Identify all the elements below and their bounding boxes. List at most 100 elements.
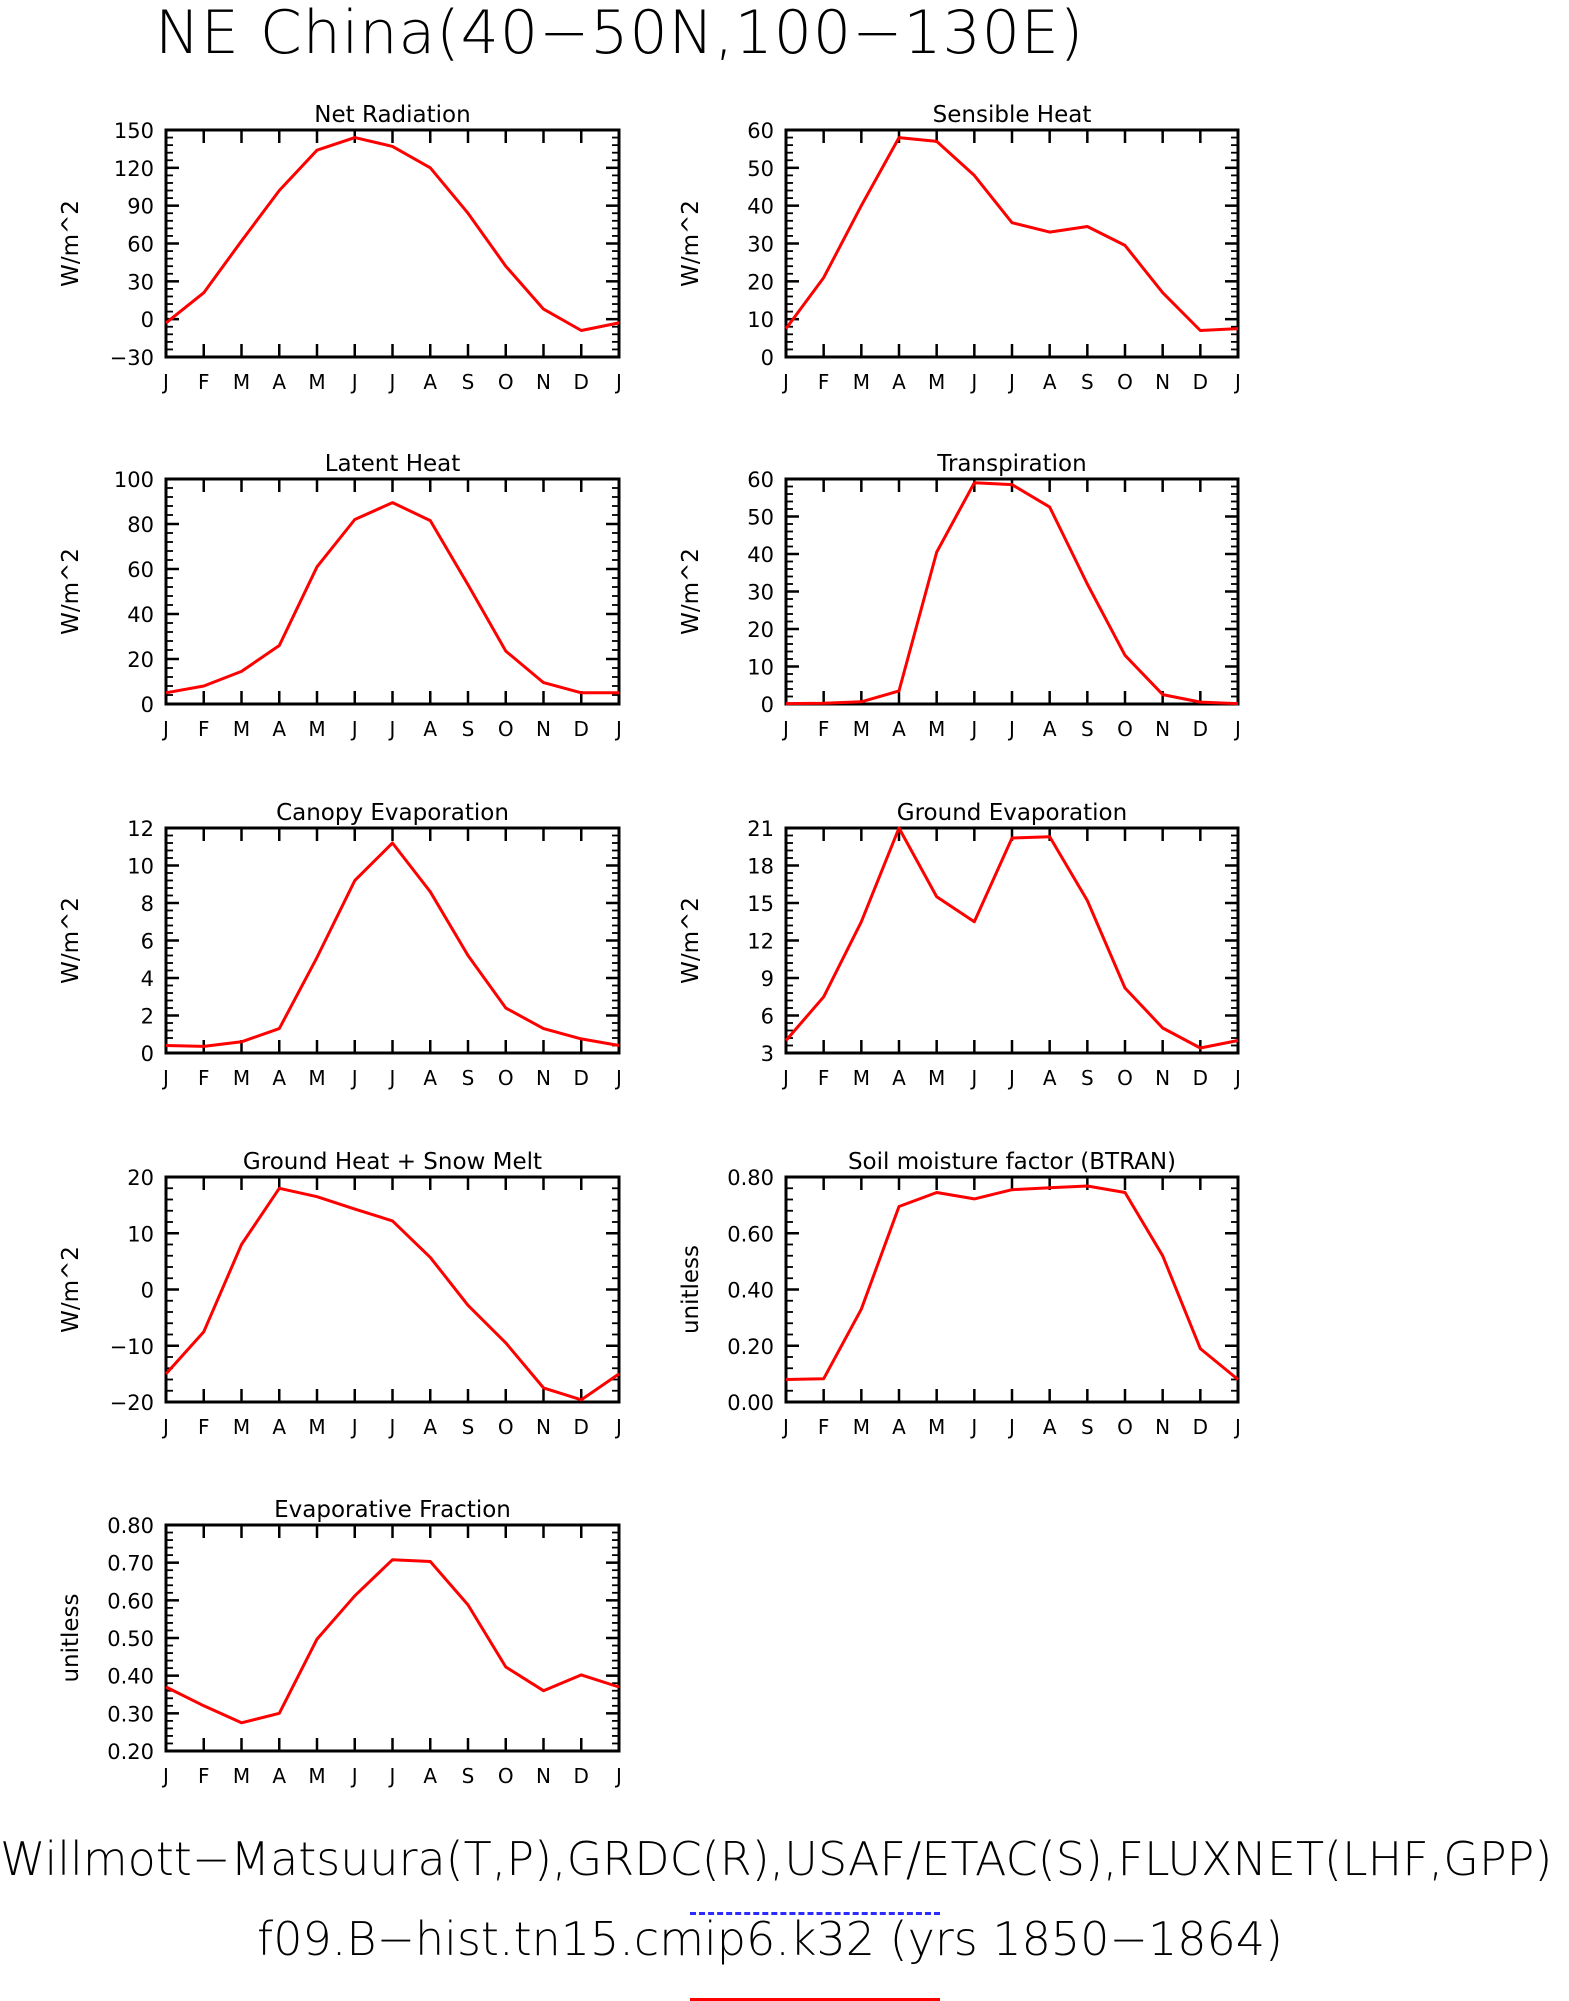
- y-tick-label: 40: [747, 543, 774, 567]
- y-tick-label: 18: [747, 855, 774, 879]
- x-tick-label: A: [272, 1066, 286, 1090]
- x-tick-label: F: [818, 717, 830, 741]
- x-tick-label: O: [498, 370, 514, 394]
- series-line: [165, 136, 620, 332]
- x-tick-label: J: [614, 717, 622, 741]
- y-tick-label: 0.80: [107, 1514, 154, 1538]
- series-line: [165, 1558, 620, 1725]
- x-tick-label: S: [462, 1066, 475, 1090]
- y-tick-label: 10: [127, 855, 154, 879]
- x-tick-label: J: [161, 1415, 169, 1439]
- x-tick-label: M: [233, 1764, 250, 1788]
- series-line: [784, 136, 1239, 332]
- x-tick-label: J: [781, 717, 789, 741]
- y-tick-label: 0.60: [727, 1222, 774, 1246]
- y-tick-label: 10: [747, 656, 774, 680]
- x-tick-label: J: [1233, 717, 1241, 741]
- y-tick-label: 90: [127, 195, 154, 219]
- chart-title: Transpiration: [936, 451, 1086, 477]
- x-tick-label: J: [161, 717, 169, 741]
- x-tick-label: J: [388, 1415, 396, 1439]
- y-tick-label: 0: [141, 1279, 154, 1303]
- y-tick-label: 0.30: [107, 1702, 154, 1726]
- y-axis-label: W/m^2: [58, 1246, 84, 1333]
- x-tick-label: A: [892, 717, 906, 741]
- x-tick-label: A: [272, 370, 286, 394]
- y-tick-label: 4: [141, 967, 154, 991]
- y-tick-label: 8: [141, 892, 154, 916]
- x-tick-label: A: [272, 1764, 286, 1788]
- x-tick-label: A: [272, 1415, 286, 1439]
- x-tick-label: J: [614, 1764, 622, 1788]
- x-tick-label: J: [969, 370, 977, 394]
- y-tick-label: 40: [747, 195, 774, 219]
- y-tick-label: 0.00: [727, 1391, 774, 1415]
- x-tick-label: D: [574, 717, 589, 741]
- x-tick-label: M: [928, 370, 945, 394]
- plot-frame: [784, 477, 1240, 706]
- series-line: [165, 501, 619, 695]
- observations-legend-line: [690, 1912, 940, 1915]
- x-tick-label: F: [198, 717, 210, 741]
- x-tick-label: F: [198, 1415, 210, 1439]
- y-tick-label: −20: [110, 1391, 154, 1415]
- x-tick-label: A: [892, 1066, 906, 1090]
- chart-title: Net Radiation: [314, 102, 470, 128]
- model-legend-line: [690, 1998, 940, 2001]
- x-tick-label: A: [1043, 1066, 1057, 1090]
- x-tick-label: J: [388, 1764, 396, 1788]
- chart-title: Latent Heat: [325, 451, 461, 477]
- x-tick-label: J: [1233, 1415, 1241, 1439]
- x-tick-label: J: [388, 717, 396, 741]
- x-tick-label: M: [233, 1066, 250, 1090]
- x-tick-label: M: [853, 370, 870, 394]
- x-tick-label: S: [462, 1764, 475, 1788]
- x-tick-label: A: [892, 1415, 906, 1439]
- x-tick-label: J: [1007, 717, 1015, 741]
- x-tick-label: D: [1193, 717, 1208, 741]
- x-tick-label: J: [614, 1415, 622, 1439]
- y-tick-label: −30: [110, 346, 154, 370]
- x-tick-label: M: [308, 1066, 325, 1090]
- y-tick-label: 0.40: [727, 1279, 774, 1303]
- y-axis-label: W/m^2: [58, 548, 84, 635]
- x-tick-label: N: [1155, 1066, 1170, 1090]
- x-tick-label: D: [1193, 370, 1208, 394]
- y-axis-label: W/m^2: [678, 548, 704, 635]
- x-tick-label: A: [892, 370, 906, 394]
- y-tick-label: 12: [747, 930, 774, 954]
- x-tick-label: F: [818, 1066, 830, 1090]
- x-tick-label: J: [781, 1066, 789, 1090]
- y-tick-label: 20: [747, 618, 774, 642]
- y-tick-label: 30: [747, 581, 774, 605]
- x-tick-label: F: [818, 370, 830, 394]
- x-tick-label: A: [423, 370, 437, 394]
- x-tick-label: J: [781, 370, 789, 394]
- x-tick-label: M: [233, 717, 250, 741]
- x-tick-label: O: [498, 717, 514, 741]
- y-tick-label: 30: [747, 233, 774, 257]
- y-tick-label: 150: [114, 119, 154, 143]
- y-axis-label: W/m^2: [678, 897, 704, 984]
- x-tick-label: J: [1233, 1066, 1241, 1090]
- x-tick-label: N: [536, 1415, 551, 1439]
- y-tick-label: 20: [127, 648, 154, 672]
- x-tick-label: F: [198, 1764, 210, 1788]
- x-tick-label: M: [853, 717, 870, 741]
- x-tick-label: D: [574, 1415, 589, 1439]
- x-tick-label: J: [614, 370, 622, 394]
- chart-title: Evaporative Fraction: [274, 1497, 511, 1523]
- x-tick-label: J: [161, 1066, 169, 1090]
- x-tick-label: N: [536, 1066, 551, 1090]
- x-tick-label: A: [423, 1066, 437, 1090]
- x-tick-label: J: [1233, 370, 1241, 394]
- x-tick-label: D: [574, 1764, 589, 1788]
- x-tick-label: M: [853, 1415, 870, 1439]
- chart-title: Ground Evaporation: [897, 800, 1127, 826]
- x-tick-label: N: [1155, 1415, 1170, 1439]
- y-tick-label: 20: [127, 1166, 154, 1190]
